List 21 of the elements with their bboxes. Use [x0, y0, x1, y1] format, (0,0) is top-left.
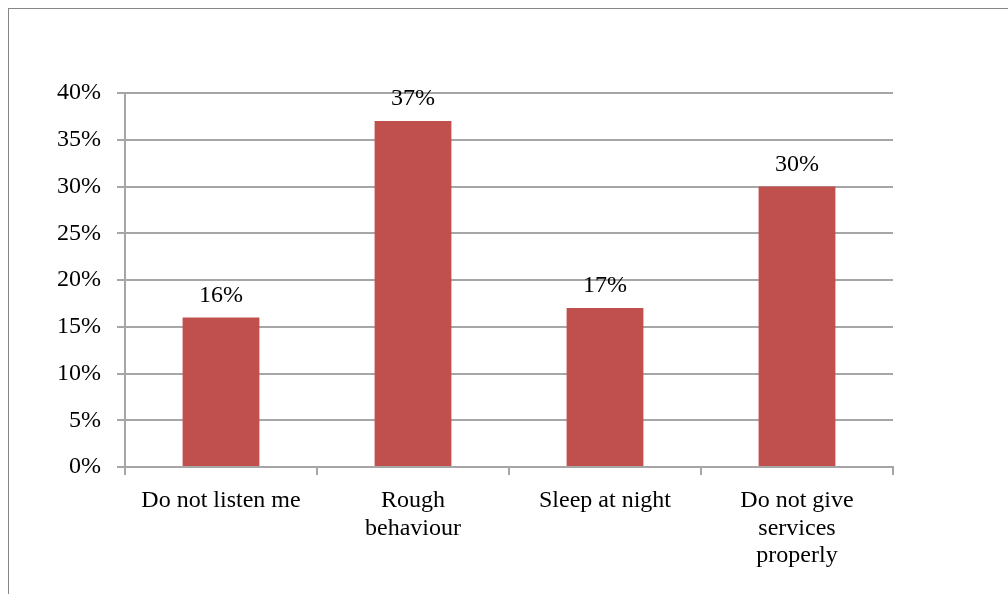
y-tick-label: 35%: [57, 125, 101, 152]
x-tick-label: Do not listen me: [141, 486, 301, 513]
bar: [182, 317, 260, 466]
y-tick-label: 20%: [57, 265, 101, 292]
y-tick-label: 30%: [57, 171, 101, 198]
bar: [566, 308, 644, 466]
y-tick-label: 25%: [57, 218, 101, 245]
data-label: 16%: [199, 280, 243, 307]
y-tick-label: 5%: [69, 405, 101, 432]
data-label: 37%: [391, 84, 435, 111]
x-tick-label: Rough behaviour: [365, 486, 461, 540]
bar: [374, 121, 452, 466]
x-tick-label: Do not give services properly: [740, 486, 854, 568]
y-tick-label: 15%: [57, 312, 101, 339]
bar: [758, 186, 836, 466]
data-label: 30%: [775, 149, 819, 176]
data-label: 17%: [583, 271, 627, 298]
x-tick-label: Sleep at night: [539, 486, 672, 513]
y-tick-label: 40%: [57, 78, 101, 105]
y-tick-label: 10%: [57, 358, 101, 385]
y-tick-label: 0%: [69, 452, 101, 479]
